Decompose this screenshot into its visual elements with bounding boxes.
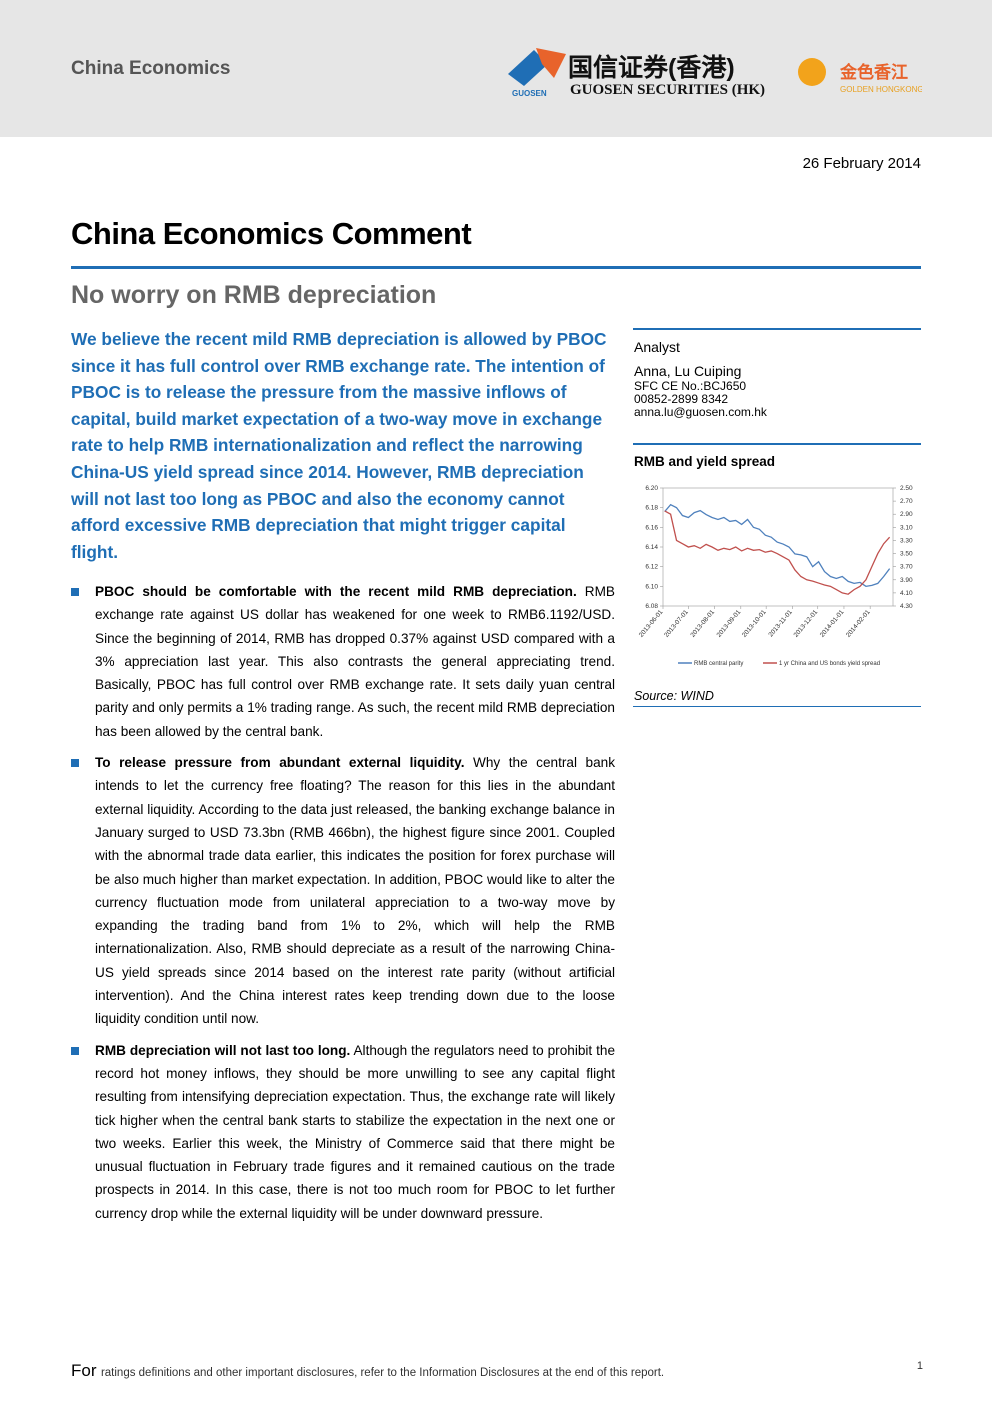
footer-lead: For: [71, 1361, 97, 1380]
x-tick-label: 2013-12-01: [793, 608, 820, 638]
y-tick-label: 6.14: [645, 544, 658, 551]
y2-tick-label: 2.90: [900, 511, 913, 518]
series-line: [664, 503, 891, 588]
y2-tick-label: 3.50: [900, 551, 913, 558]
chart: 6.20 6.18 6.16 6.14 6.12 6.10 6.08 2.50 2.70 2.90…: [638, 485, 913, 667]
logo-shape: [536, 48, 566, 78]
bullet-list: PBOC should be comfortable with the rece…: [71, 580, 615, 1233]
title-rule: [71, 266, 921, 269]
bullet: PBOC should be comfortable with the rece…: [71, 580, 615, 743]
bullet: To release pressure from abundant extern…: [71, 751, 615, 1031]
bullet-lead: RMB depreciation will not last too long.: [95, 1042, 351, 1058]
x-tick-label: 2013-07-01: [663, 608, 690, 638]
y2-tick-label: 3.10: [900, 524, 913, 531]
y2-tick-label: 4.30: [900, 603, 913, 610]
y-tick-label: 6.16: [645, 524, 658, 531]
x-tick-label: 2013-11-01: [767, 609, 794, 639]
y-tick-label: 6.18: [645, 505, 658, 512]
x-tick-label: 2014-01-01: [819, 608, 846, 638]
title: China Economics Comment: [71, 216, 472, 251]
logo: GUOSEN 国信证券(香港) GUOSEN SECURITIES (HK) 金…: [508, 48, 922, 98]
y-tick-label: 6.10: [645, 583, 658, 590]
logo-en: GUOSEN SECURITIES (HK): [570, 82, 765, 98]
x-tick-label: 2013-06-01: [638, 608, 665, 638]
header-band: China Economics GUOSEN 国信证券(香港) GUOSEN S…: [0, 0, 992, 137]
y2-tick-label: 3.90: [900, 577, 913, 584]
series-line: [664, 510, 891, 595]
chart-source: Source: WIND: [634, 689, 714, 703]
bullet-lead: To release pressure from abundant extern…: [95, 755, 465, 771]
subtitle: No worry on RMB depreciation: [71, 281, 437, 309]
legend-label: RMB central parity: [694, 661, 743, 667]
page-number: 1: [916, 1360, 923, 1372]
analyst-email: anna.lu@guosen.com.hk: [634, 405, 767, 419]
chart-title: RMB and yield spread: [634, 454, 776, 469]
partner-cn: 金色香江: [839, 62, 908, 82]
y2-tick-label: 2.50: [900, 485, 913, 492]
sidebar-rule: [633, 328, 921, 330]
bullet-text: RMB exchange rate against US dollar has …: [95, 584, 615, 739]
x-tick-label: 2013-10-01: [741, 608, 768, 638]
y-tick-label: 6.08: [645, 603, 658, 610]
footer-text: ratings definitions and other important …: [100, 1367, 665, 1379]
logo-shape: [508, 50, 548, 86]
footer: For ratings definitions and other import…: [71, 1361, 664, 1381]
analyst-sfc: SFC CE No.:BCJ650: [634, 379, 747, 393]
y2-tick-label: 4.10: [900, 590, 913, 597]
partner-en: GOLDEN HONGKONG: [840, 85, 922, 94]
partner-mark: [798, 58, 826, 86]
y-tick-label: 6.20: [645, 485, 658, 492]
analyst-heading: Analyst: [634, 339, 680, 355]
y2-tick-label: 3.30: [900, 537, 913, 544]
sidebar-rule: [633, 706, 921, 707]
date: 26 February 2014: [802, 155, 921, 172]
y2-tick-label: 2.70: [900, 498, 913, 505]
legend-label: 1 yr China and US bonds yield spread: [779, 661, 880, 667]
x-tick-label: 2013-09-01: [716, 608, 743, 638]
bullet-lead: PBOC should be comfortable with the rece…: [95, 584, 577, 599]
summary: We believe the recent mild RMB depreciat…: [71, 329, 607, 562]
logo-mark: GUOSEN: [512, 89, 547, 98]
analyst-name: Anna, Lu Cuiping: [634, 363, 742, 379]
y-tick-label: 6.12: [645, 564, 658, 571]
bullet-text: Why the central bank intends to let the …: [95, 755, 615, 1027]
logo-cn: 国信证券(香港): [568, 53, 735, 82]
bullet: RMB depreciation will not last too long.…: [71, 1039, 615, 1225]
x-tick-label: 2013-08-01: [689, 608, 716, 638]
section-name: China Economics: [71, 58, 231, 79]
x-tick-label: 2014-02-01: [845, 608, 872, 638]
analyst-phone: 00852-2899 8342: [634, 392, 729, 406]
y2-tick-label: 3.70: [900, 564, 913, 571]
sidebar-rule: [633, 443, 921, 445]
bullet-text: Although the regulators need to prohibit…: [95, 1042, 616, 1221]
